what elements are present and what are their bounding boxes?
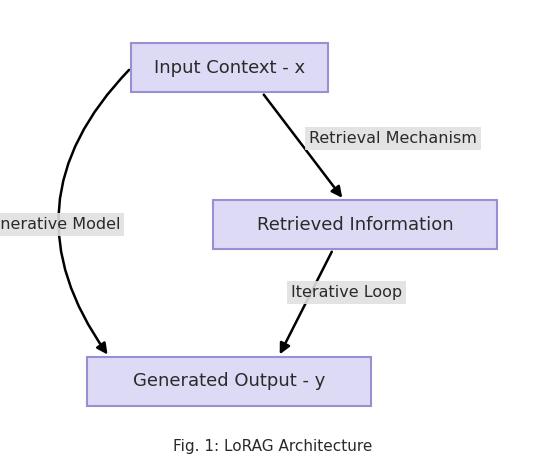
Text: Retrieval Mechanism: Retrieval Mechanism: [309, 131, 477, 146]
Text: Iterative Loop: Iterative Loop: [291, 285, 402, 300]
Text: Fig. 1: LoRAG Architecture: Fig. 1: LoRAG Architecture: [173, 439, 373, 454]
Text: Generative Model: Generative Model: [0, 217, 120, 232]
Text: Input Context - x: Input Context - x: [154, 59, 305, 77]
FancyBboxPatch shape: [87, 357, 371, 406]
Text: Retrieved Information: Retrieved Information: [257, 216, 453, 234]
FancyBboxPatch shape: [213, 200, 497, 249]
Text: Generated Output - y: Generated Output - y: [133, 373, 325, 390]
FancyBboxPatch shape: [131, 43, 328, 92]
